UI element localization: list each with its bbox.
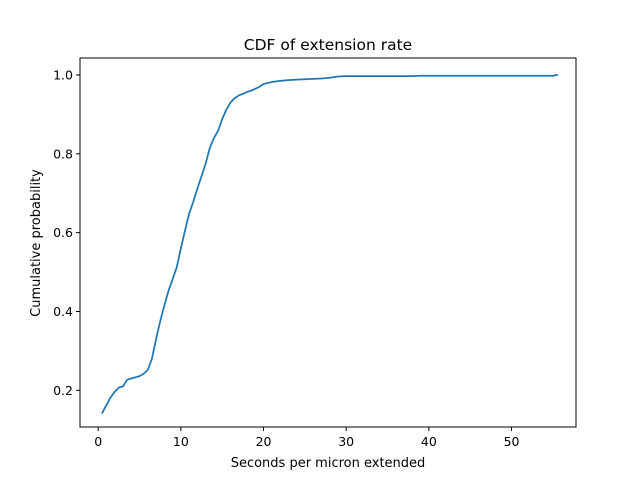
x-tick-label: 40 bbox=[421, 434, 437, 449]
series-line bbox=[101, 73, 559, 414]
chart-title: CDF of extension rate bbox=[244, 36, 412, 54]
x-tick-label: 10 bbox=[173, 434, 189, 449]
x-tick-label: 20 bbox=[256, 434, 272, 449]
y-axis-label: Cumulative probability bbox=[29, 169, 44, 317]
x-tick-label: 30 bbox=[338, 434, 354, 449]
x-axis-label: Seconds per micron extended bbox=[231, 456, 426, 471]
y-tick-label: 1.0 bbox=[53, 67, 73, 82]
x-tick-label: 50 bbox=[504, 434, 520, 449]
series-layer bbox=[101, 73, 559, 414]
y-tick-label: 0.6 bbox=[53, 225, 73, 240]
plot-area bbox=[79, 57, 577, 428]
y-tick-label: 0.4 bbox=[53, 304, 73, 319]
y-tick-label: 0.8 bbox=[53, 146, 73, 161]
x-axis-ticks: 0 10 20 30 40 50 bbox=[94, 427, 520, 449]
axes-frame bbox=[79, 57, 577, 428]
y-tick-label: 0.2 bbox=[53, 383, 73, 398]
y-axis-ticks: 0.2 0.4 0.6 0.8 1.0 bbox=[53, 67, 80, 398]
x-tick-label: 0 bbox=[94, 434, 102, 449]
